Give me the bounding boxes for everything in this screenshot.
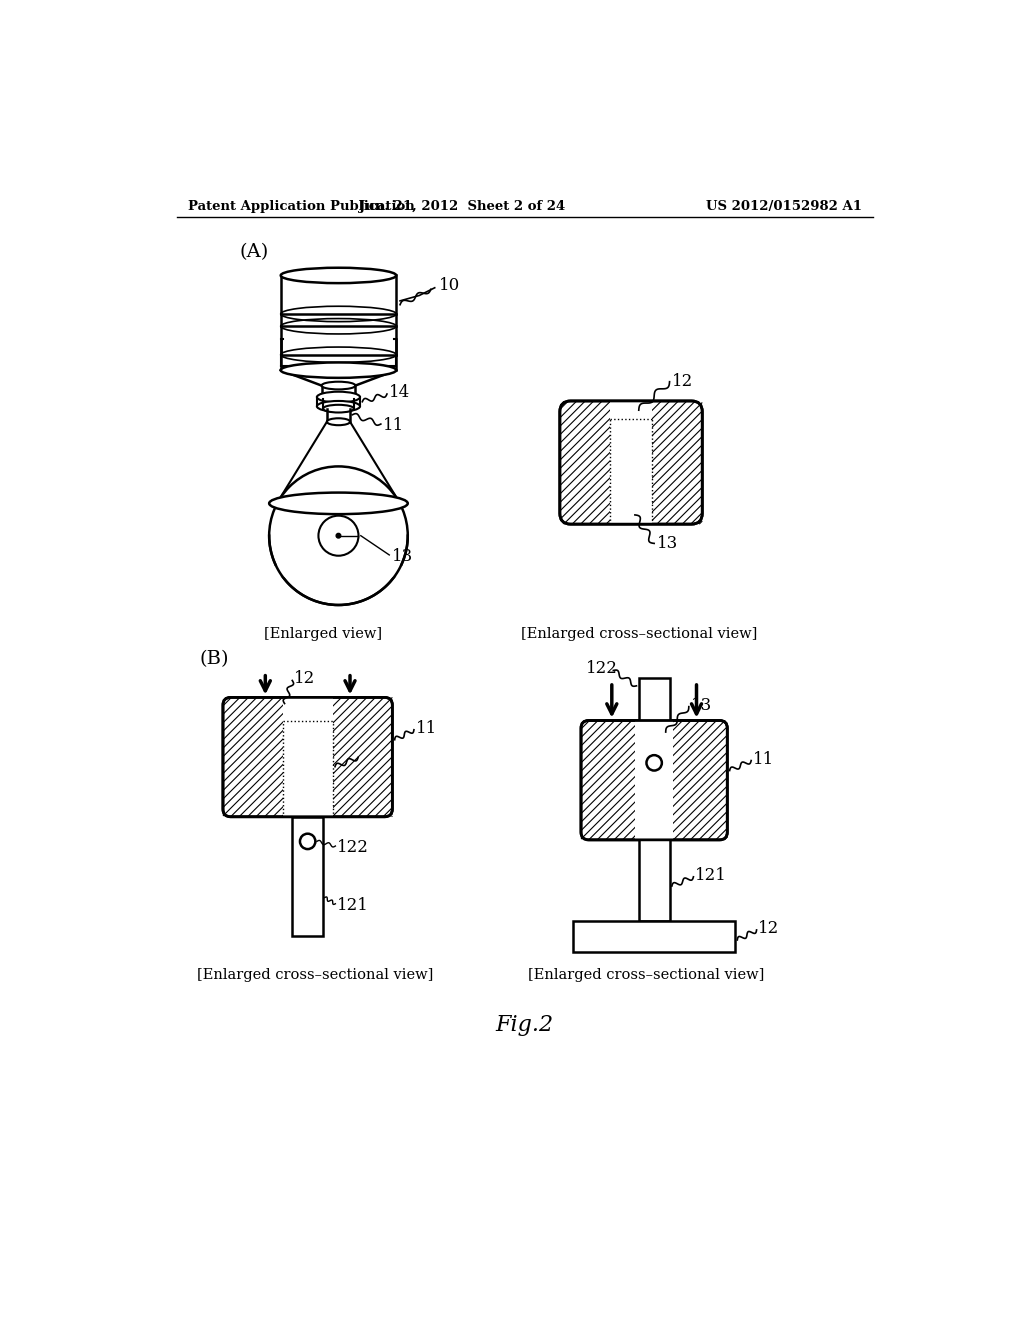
Text: 10: 10 [438, 277, 460, 294]
Ellipse shape [327, 418, 350, 425]
Text: 13: 13 [391, 548, 413, 565]
Ellipse shape [322, 381, 355, 389]
Text: 14: 14 [389, 384, 411, 401]
Text: 121: 121 [337, 896, 369, 913]
Text: 12: 12 [294, 669, 315, 686]
Text: 13: 13 [656, 535, 678, 552]
Text: 122: 122 [587, 660, 618, 677]
Circle shape [646, 755, 662, 771]
FancyBboxPatch shape [581, 721, 727, 840]
Text: 11: 11 [383, 417, 404, 434]
Text: (A): (A) [240, 243, 269, 261]
Text: [Enlarged cross–sectional view]: [Enlarged cross–sectional view] [528, 968, 765, 982]
FancyBboxPatch shape [223, 697, 392, 817]
Ellipse shape [281, 363, 396, 378]
Ellipse shape [316, 401, 360, 412]
Ellipse shape [281, 268, 396, 284]
Text: [Enlarged cross–sectional view]: [Enlarged cross–sectional view] [520, 627, 757, 642]
Text: 11: 11 [753, 751, 774, 767]
Text: Jun. 21, 2012  Sheet 2 of 24: Jun. 21, 2012 Sheet 2 of 24 [358, 199, 565, 213]
Ellipse shape [323, 405, 354, 413]
Bar [292, 817, 323, 936]
Text: [Enlarged cross–sectional view]: [Enlarged cross–sectional view] [198, 968, 433, 982]
Bar [635, 721, 674, 840]
Text: 11: 11 [416, 719, 437, 737]
Text: 122: 122 [337, 840, 369, 857]
Text: US 2012/0152982 A1: US 2012/0152982 A1 [707, 199, 862, 213]
Bar [283, 697, 333, 817]
Text: 12: 12 [672, 374, 693, 391]
Bar [573, 921, 735, 952]
Ellipse shape [269, 492, 408, 515]
FancyBboxPatch shape [560, 401, 702, 524]
Text: 121: 121 [695, 867, 727, 884]
Ellipse shape [269, 560, 408, 581]
Bar [610, 401, 652, 524]
Circle shape [336, 533, 341, 539]
Bar [639, 678, 670, 921]
Text: 13: 13 [359, 747, 381, 764]
Circle shape [300, 834, 315, 849]
Text: Fig.2: Fig.2 [496, 1014, 554, 1036]
Ellipse shape [316, 392, 360, 403]
Text: Patent Application Publication: Patent Application Publication [188, 199, 415, 213]
Text: (B): (B) [200, 649, 229, 668]
Text: 13: 13 [691, 697, 713, 714]
Text: 12: 12 [758, 920, 779, 937]
Text: [Enlarged view]: [Enlarged view] [264, 627, 382, 642]
